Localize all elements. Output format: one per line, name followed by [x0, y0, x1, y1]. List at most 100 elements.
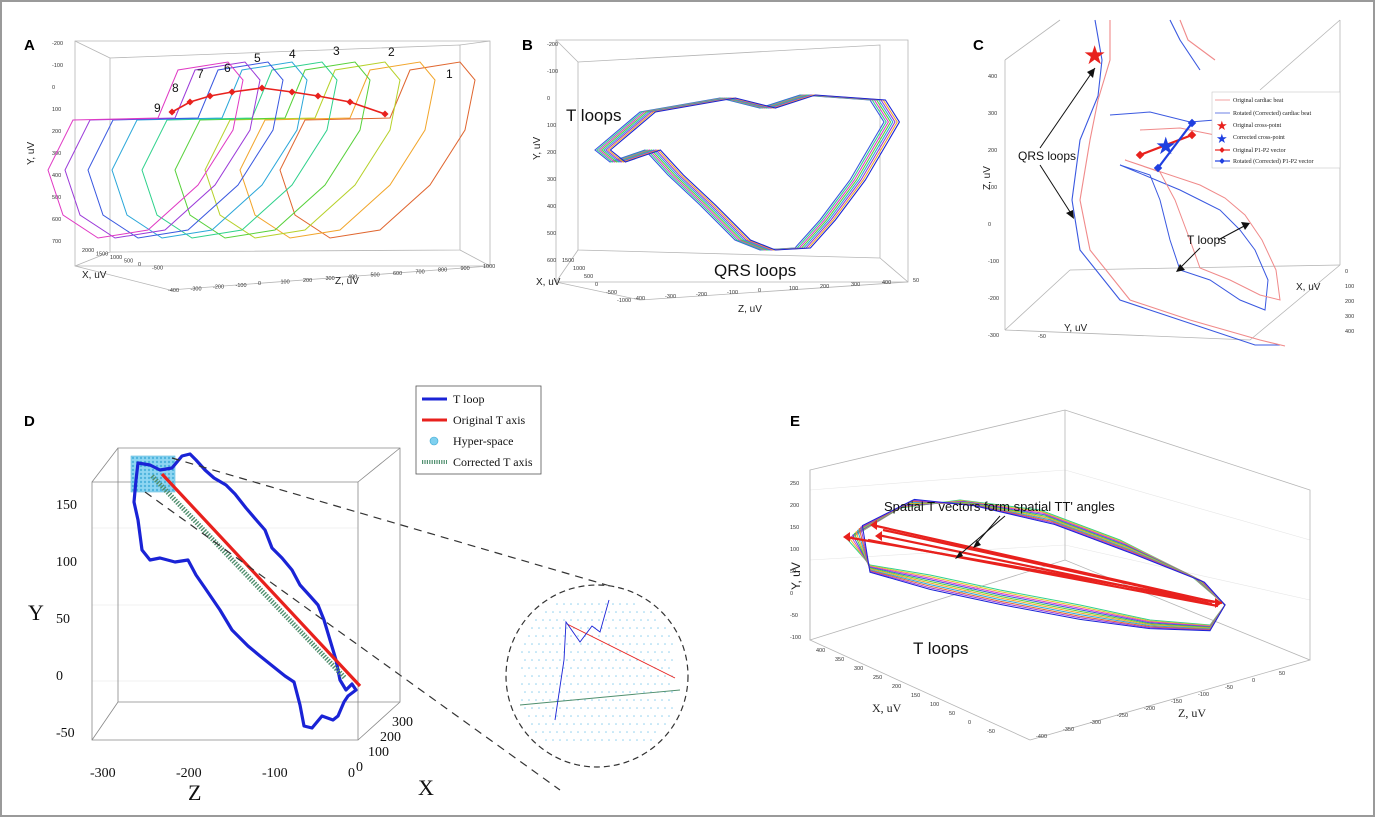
- zoom-dot: [633, 715, 635, 717]
- hyperspace-dot: [143, 472, 147, 476]
- e-y-tick: 100: [790, 547, 799, 553]
- arrowhead-t-down: [1176, 264, 1185, 272]
- zoom-dot: [545, 659, 547, 661]
- zoom-dot: [643, 691, 645, 693]
- zoom-dot: [591, 603, 593, 605]
- zoom-dot: [612, 635, 614, 637]
- a-loop: [64, 61, 261, 239]
- zoom-dot: [566, 691, 568, 693]
- hyperspace-dot: [171, 480, 175, 484]
- panel-e-zlabel: Z, uV: [1178, 706, 1206, 720]
- panel-e-letter: E: [790, 413, 800, 430]
- zoom-dot: [647, 699, 649, 701]
- zoom-dot: [538, 643, 540, 645]
- hyperspace-dot: [131, 468, 135, 472]
- zoom-dot: [619, 635, 621, 637]
- zoom-dot: [531, 675, 533, 677]
- zoom-dot: [566, 643, 568, 645]
- panel-d-zoom-inset: [505, 584, 689, 768]
- zoom-corrected-axis: [519, 689, 681, 706]
- zoom-dot: [591, 667, 593, 669]
- zoom-dot: [612, 715, 614, 717]
- zoom-dot: [664, 675, 666, 677]
- zoom-dot: [563, 603, 565, 605]
- c-x-tick: 0: [1345, 269, 1348, 275]
- legend-text-2: Original cross-point: [1233, 123, 1281, 129]
- zoom-dot: [633, 667, 635, 669]
- zoom-dot: [650, 739, 652, 741]
- c-x-tick: 200: [1345, 299, 1354, 305]
- zoom-dot: [535, 715, 537, 717]
- a-z-tick: 200: [303, 278, 312, 284]
- panel-e: E 250 200 150 100 50 0 -50 -100 400 350 300 250 200…: [789, 409, 1311, 741]
- hyperspace-dot: [147, 476, 151, 480]
- a-z-tick: 500: [371, 273, 380, 279]
- a-x-tick: 0: [138, 262, 141, 268]
- zoom-dot: [601, 675, 603, 677]
- panel-a-letter: A: [24, 37, 35, 54]
- zoom-dot: [542, 699, 544, 701]
- zoom-dot: [598, 683, 600, 685]
- b-z-tick: 0: [758, 288, 761, 294]
- zoom-dot: [528, 635, 530, 637]
- zoom-dot: [535, 651, 537, 653]
- panel-b-qrs-loops-label: QRS loops: [714, 261, 796, 280]
- hyperspace-dot: [147, 488, 151, 492]
- zoom-dot: [661, 667, 663, 669]
- a-axis-marker: [314, 92, 322, 100]
- legend-t-loop: T loop: [453, 392, 484, 406]
- zoom-dot: [531, 659, 533, 661]
- zoom-dot: [531, 691, 533, 693]
- c-rotated-upper: [1109, 111, 1216, 123]
- zoom-dot: [626, 731, 628, 733]
- zoom-dot: [556, 619, 558, 621]
- zoom-dot: [626, 651, 628, 653]
- d-y-tick: 0: [56, 669, 63, 684]
- zoom-dot: [612, 603, 614, 605]
- e-y-tick: 50: [790, 569, 796, 575]
- b-z-tick: -100: [727, 290, 738, 296]
- zoom-dot: [573, 611, 575, 613]
- hyperspace-dot: [131, 460, 135, 464]
- zoom-dot: [528, 651, 530, 653]
- zoom-dot: [591, 651, 593, 653]
- d-z-tick: -300: [90, 766, 116, 781]
- e-loop: [861, 498, 1226, 632]
- zoom-dot: [647, 731, 649, 733]
- hyperspace-dot: [139, 476, 143, 480]
- zoom-dot: [594, 739, 596, 741]
- panel-b-loops: [594, 94, 901, 251]
- zoom-dot: [640, 667, 642, 669]
- zoom-dot: [612, 619, 614, 621]
- zoom-dot: [538, 723, 540, 725]
- zoom-dot: [587, 707, 589, 709]
- zoom-dot: [542, 635, 544, 637]
- zoom-dot: [556, 683, 558, 685]
- d-y-tick: -50: [56, 726, 75, 741]
- panel-c-letter: C: [973, 37, 984, 54]
- zoom-dot: [580, 739, 582, 741]
- zoom-dot: [654, 715, 656, 717]
- zoom-dot: [664, 723, 666, 725]
- hyperspace-dot: [159, 460, 163, 464]
- a-x-tick: -500: [152, 266, 163, 272]
- a-y-tick: -100: [52, 63, 63, 69]
- zoom-dot: [643, 643, 645, 645]
- d-x-tick: 300: [392, 715, 413, 730]
- zoom-dot: [608, 723, 610, 725]
- zoom-dot: [580, 723, 582, 725]
- t-vector-3: [877, 533, 1213, 606]
- a-axis-marker: [206, 92, 214, 100]
- legend-text-0: Original cardiac beat: [1233, 98, 1284, 104]
- zoom-dot: [573, 723, 575, 725]
- b-x-tick: 0: [595, 282, 598, 288]
- panel-c-curves: ★★: [1071, 19, 1286, 347]
- d-y-tick: 150: [56, 498, 77, 513]
- zoom-dot: [570, 635, 572, 637]
- zoom-dot: [594, 611, 596, 613]
- b-x-tick: 500: [584, 274, 593, 280]
- zoom-dot: [598, 731, 600, 733]
- zoom-dot: [626, 683, 628, 685]
- legend-orig-axis: Original T axis: [453, 413, 526, 427]
- panel-b-letter: B: [522, 37, 533, 54]
